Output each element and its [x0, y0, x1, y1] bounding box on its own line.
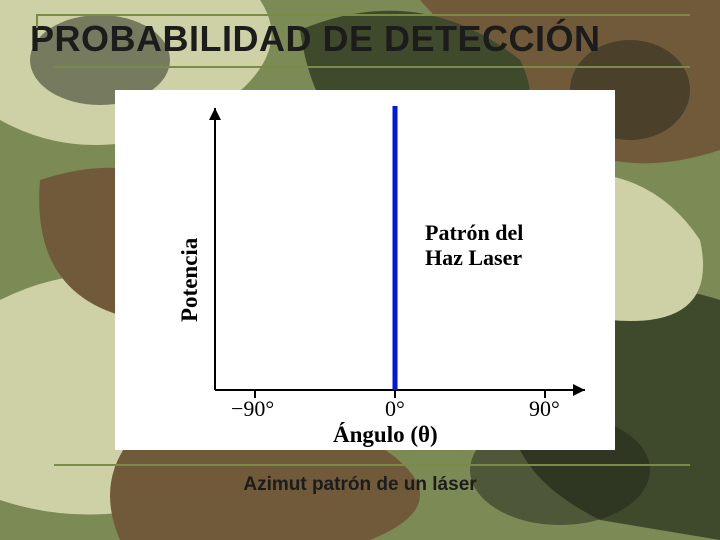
y-axis-arrow — [209, 108, 221, 120]
pattern-label-line2: Haz Laser — [425, 245, 522, 270]
title-rule-tick — [36, 14, 38, 28]
caption-block: Azimut patrón de un láser — [30, 464, 690, 496]
xtick-label-0: 0° — [385, 396, 405, 422]
slide-title: PROBABILIDAD DE DETECCIÓN — [30, 16, 690, 66]
x-axis-label: Ángulo (θ) — [333, 422, 438, 448]
beam-pattern-label: Patrón del Haz Laser — [425, 220, 523, 271]
pattern-label-line1: Patrón del — [425, 220, 523, 245]
figure-caption: Azimut patrón de un láser — [30, 466, 690, 496]
xtick-label-neg90: −90° — [231, 396, 274, 422]
xtick-label-90: 90° — [529, 396, 560, 422]
title-rule-bottom — [54, 66, 690, 68]
y-axis-label: Potencia — [177, 238, 203, 322]
x-axis-arrow — [573, 384, 585, 396]
chart-panel: Potencia Ángulo (θ) −90° 0° 90° Patrón d… — [115, 90, 615, 450]
title-block: PROBABILIDAD DE DETECCIÓN — [30, 14, 690, 68]
